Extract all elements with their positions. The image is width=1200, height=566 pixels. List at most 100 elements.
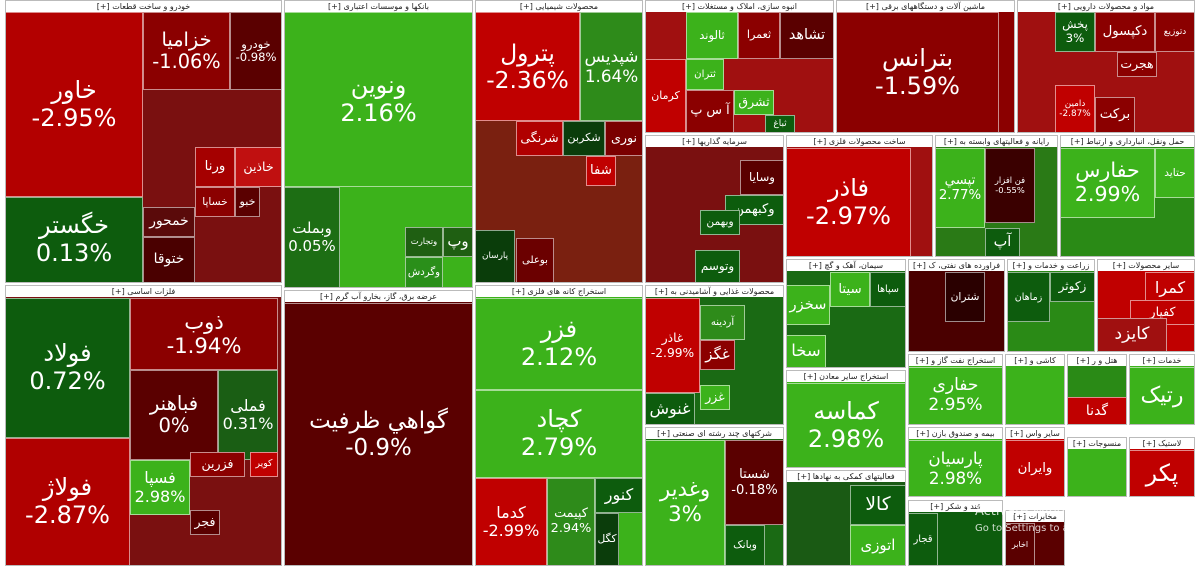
tile-label: حتاید — [1164, 165, 1186, 179]
tile: شکربن — [563, 121, 605, 156]
tile: کالا — [850, 485, 905, 525]
sector: سیمان، آهک و گچ [+] سیتا سپاها سخزر سخا — [786, 259, 906, 368]
tile-label: غگز — [705, 345, 730, 364]
tile-change: -0.9% — [345, 434, 412, 461]
sector-title: سیمان، آهک و گچ [+] — [787, 260, 905, 271]
tile-label: زکوثر — [1058, 279, 1087, 294]
tile-label: ثعمرا — [746, 28, 772, 42]
tile-change: -0.98% — [235, 50, 277, 64]
tile-label: دامین — [1064, 98, 1086, 109]
tile: غگز — [700, 340, 735, 370]
tile-label: گواهي ظرفيت — [309, 408, 448, 435]
tile: خساپا — [195, 187, 235, 217]
tile-label: ذوب — [184, 308, 224, 334]
tile: کویر — [250, 452, 278, 477]
tile: حتاید — [1155, 148, 1194, 198]
tile: ذوب -1.94% — [130, 298, 278, 370]
tile-change: 1.64% — [584, 65, 639, 86]
tile: دکپسول — [1095, 12, 1155, 52]
tile: ونوین 2.16% — [285, 12, 472, 187]
tile-label: فزرین — [201, 456, 234, 472]
tile-label: فزر — [540, 315, 578, 344]
tile-change: 2.79% — [520, 433, 598, 461]
tile-change: -0.55% — [995, 184, 1025, 195]
tile-label: آردینه — [710, 316, 735, 328]
tile: فملی 0.31% — [218, 370, 278, 460]
tile-label: حفارس — [1075, 158, 1140, 183]
tile-label: کفپار — [1149, 304, 1176, 320]
tile: کایزد — [1098, 318, 1167, 351]
sector: عرضه برق، گاز، بخارو آب گرم [+] گواهي ظرف… — [284, 290, 473, 566]
tile-change: 2.98% — [807, 424, 885, 453]
sector: سرمایه گذاریها [+] وسایا وکبهمن وبهمن وتوسم — [645, 135, 784, 283]
tile-label: بوعلی — [522, 254, 548, 266]
sector: استخراج کانه های فلزی [+] فزر 2.12% کچاد 2.7… — [475, 285, 643, 566]
tile: فولاد 0.72% — [6, 298, 130, 438]
tile: خاور -2.95% — [6, 12, 143, 197]
tile-label: کدما — [496, 502, 526, 522]
tile: وبانک — [725, 525, 765, 565]
sector-title: فراورده های نفتی، ک [+] — [909, 260, 1004, 271]
tile-change: 3% — [1065, 31, 1085, 45]
tile: خزامیا -1.06% — [143, 12, 230, 90]
tile: دامین -2.87% — [1055, 85, 1095, 132]
tile: هجرت — [1117, 52, 1157, 77]
tile-label: زماهان — [1014, 291, 1043, 303]
tile: سیتا — [830, 272, 870, 307]
sector: محصولات غذایی و آشامیدنی به [+] غاذر -2.99… — [645, 285, 784, 425]
tile: کگل — [595, 513, 619, 565]
tile: اتوزی — [850, 525, 905, 565]
tile: پکر — [1130, 450, 1194, 496]
tile-change: 2.98% — [134, 486, 186, 506]
tile-change: 2.99% — [1074, 182, 1141, 206]
sector-title: سرمایه گذاریها [+] — [646, 136, 783, 147]
tile-change: 0% — [158, 414, 190, 437]
tile-change: -2.97% — [806, 201, 891, 230]
tile-label: غنوش — [649, 398, 691, 418]
sector: سایر محصولات [+] کمرا کفپار کایزد — [1097, 259, 1195, 352]
tile-change: 2.95% — [928, 395, 983, 415]
tile-label: شکربن — [567, 131, 601, 145]
sector-title: استخراج نفت گاز و [+] — [909, 355, 1002, 366]
tile: ثالوند — [686, 12, 738, 59]
sector: هتل و ر [+] گدنا — [1067, 354, 1127, 425]
tile-change: 0.31% — [222, 414, 274, 433]
tile: سخا — [787, 335, 826, 367]
tile-label: نوری — [610, 130, 638, 146]
tile-label: فولاد — [43, 339, 92, 368]
tile-change: 2.98% — [928, 467, 983, 488]
tile-label: وبانک — [733, 538, 757, 552]
tile: غنوش — [646, 393, 695, 424]
tile: فن افزار -0.55% — [985, 148, 1035, 223]
tile-label: رتیک — [1140, 383, 1184, 409]
tile-change: -1.06% — [152, 50, 221, 73]
sector-title: سایر واس [+] — [1006, 428, 1064, 439]
sector-title: حمل ونقل، انبارداری و ارتباط [+] — [1061, 136, 1194, 147]
sector-title: کاشی و [+] — [1006, 355, 1064, 366]
sector: ماشین آلات و دستگاههای برقی [+] بترانس -1.… — [836, 0, 1015, 133]
tile-change: -2.87% — [25, 501, 110, 529]
tile-label: کالا — [865, 494, 891, 516]
tile-label: کویر — [255, 458, 273, 470]
tile: زکوثر — [1050, 272, 1094, 302]
tile-label: ورنا — [204, 159, 226, 175]
tile-label: کپیمت — [554, 506, 588, 522]
tile-change: 3% — [668, 502, 702, 527]
tile: ثعمرا — [738, 12, 780, 59]
tile: وتجارت — [405, 227, 443, 257]
sector-title: قند و شکر [+] — [909, 501, 1002, 512]
tile: غزر — [700, 385, 730, 410]
tile-label: سپاها — [877, 283, 899, 295]
tile-label: سخا — [791, 341, 821, 361]
tile: اخابر — [1006, 523, 1035, 565]
tile: زماهان — [1008, 272, 1050, 322]
tile: کماسه 2.98% — [787, 383, 905, 467]
tile: حفارس 2.99% — [1061, 148, 1155, 218]
tile-change: 0.05% — [288, 236, 336, 255]
tile-label: ونوین — [350, 70, 407, 99]
tile-label: شفا — [590, 163, 612, 179]
tile-change: 2.12% — [520, 343, 598, 371]
tile-label: ختوقا — [153, 251, 185, 268]
tile: فسپا 2.98% — [130, 460, 190, 515]
